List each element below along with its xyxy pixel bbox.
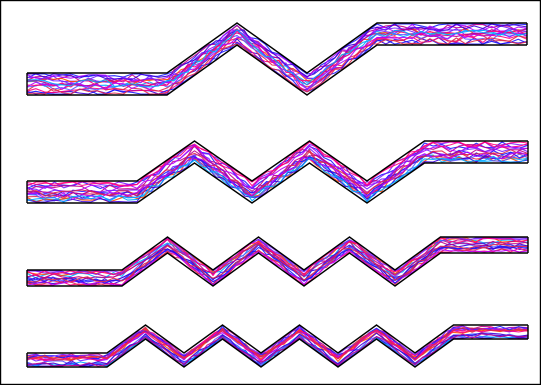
particle-trajectory [26, 248, 529, 286]
particle-trajectory [26, 237, 529, 277]
particle-trajectory [26, 247, 529, 286]
channel-lower-wall [27, 338, 528, 368]
channel-3-zigzag [26, 236, 529, 287]
channel-upper-wall [27, 236, 528, 271]
channel-upper-wall [27, 22, 527, 74]
channel-1-zigzag [26, 22, 528, 96]
particle-trajectory [26, 141, 529, 187]
particle-trajectory [26, 23, 528, 79]
particle-trajectory [26, 333, 529, 367]
particle-trajectory [26, 149, 529, 197]
particle-trajectory [26, 325, 529, 359]
channel-upper-wall [27, 324, 528, 354]
particle-trajectory [26, 240, 529, 280]
particle-trajectory [26, 327, 529, 361]
particle-trajectory [26, 155, 529, 203]
particle-trajectory [26, 144, 529, 193]
particle-trajectory [26, 243, 529, 283]
particle-trajectory [26, 141, 529, 190]
particle-trajectory [26, 245, 529, 285]
channel-lower-wall [27, 252, 528, 287]
channel-panels [26, 22, 529, 368]
particle-trajectory [26, 33, 528, 92]
particle-trajectory [26, 237, 529, 276]
channel-2-zigzag [26, 140, 529, 204]
particle-trajectory [26, 333, 529, 366]
particle-trajectory [26, 29, 528, 88]
channel-upper-wall [27, 140, 528, 182]
particle-trajectory [26, 151, 529, 200]
channel-lower-wall [27, 44, 527, 96]
particle-trajectory [26, 31, 528, 91]
channel-4-zigzag [26, 324, 529, 368]
channel-lower-wall [27, 162, 528, 204]
particle-trajectory [26, 37, 528, 95]
